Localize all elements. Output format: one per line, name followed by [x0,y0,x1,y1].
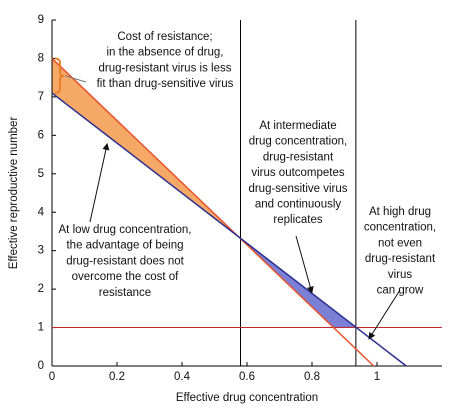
annotation: fit than drug-sensitive virus [97,78,234,90]
y-tick-label: 4 [38,206,45,218]
x-tick-label: 0.6 [239,371,255,383]
annotation: drug-resistant [263,151,334,163]
annotation: drug concentration, [249,136,347,148]
annotation: drug-resistant does not [66,255,184,267]
x-tick-label: 0.8 [304,371,320,383]
y-tick-label: 3 [38,245,44,257]
annotation: drug-resistant virus is less [99,62,232,74]
arrow [89,142,110,223]
y-tick-label: 1 [38,322,44,334]
line [51,57,375,367]
brace-pointer [64,75,87,83]
annotation: virus outcompetes [251,167,345,179]
x-tick-label: 0.4 [174,371,191,383]
x-tick-label: 1 [374,371,380,383]
y-tick-label: 5 [38,168,44,180]
annotation: At intermediate [259,120,336,132]
brace [54,57,65,95]
annotation: drug-resistant [365,253,436,265]
x-tick-label: 0 [49,371,55,383]
annotation: concentration, [364,222,436,234]
line [51,92,407,367]
annotation: can grow [377,285,424,297]
annotation: replicates [273,214,322,226]
y-tick-label: 8 [38,52,44,64]
x-axis-label: Effective drug concentration [176,392,318,404]
x-tick-label: 0.2 [109,371,125,383]
y-tick-label: 9 [38,14,44,26]
annotation: drug-sensitive virus [248,183,347,195]
annotation: and continuously [255,199,342,211]
annotation: not even [378,237,422,249]
y-tick-label: 6 [38,129,44,141]
annotation: virus [388,269,413,281]
annotation: the advantage of being [66,240,183,252]
annotation: overcome the cost of [72,271,180,283]
annotation: At high drug [369,206,431,218]
arrow [368,289,401,340]
y-tick-label: 0 [38,360,44,372]
annotation: Cost of resistance; [117,31,212,43]
y-axis-label: Effective reproductive number [8,117,20,270]
annotation: in the absence of drug, [107,47,224,59]
annotation: resistance [99,287,151,299]
arrow [295,235,314,294]
y-tick-label: 2 [38,283,44,295]
annotation: At low drug concentration, [59,224,192,236]
y-tick-label: 7 [38,91,44,103]
